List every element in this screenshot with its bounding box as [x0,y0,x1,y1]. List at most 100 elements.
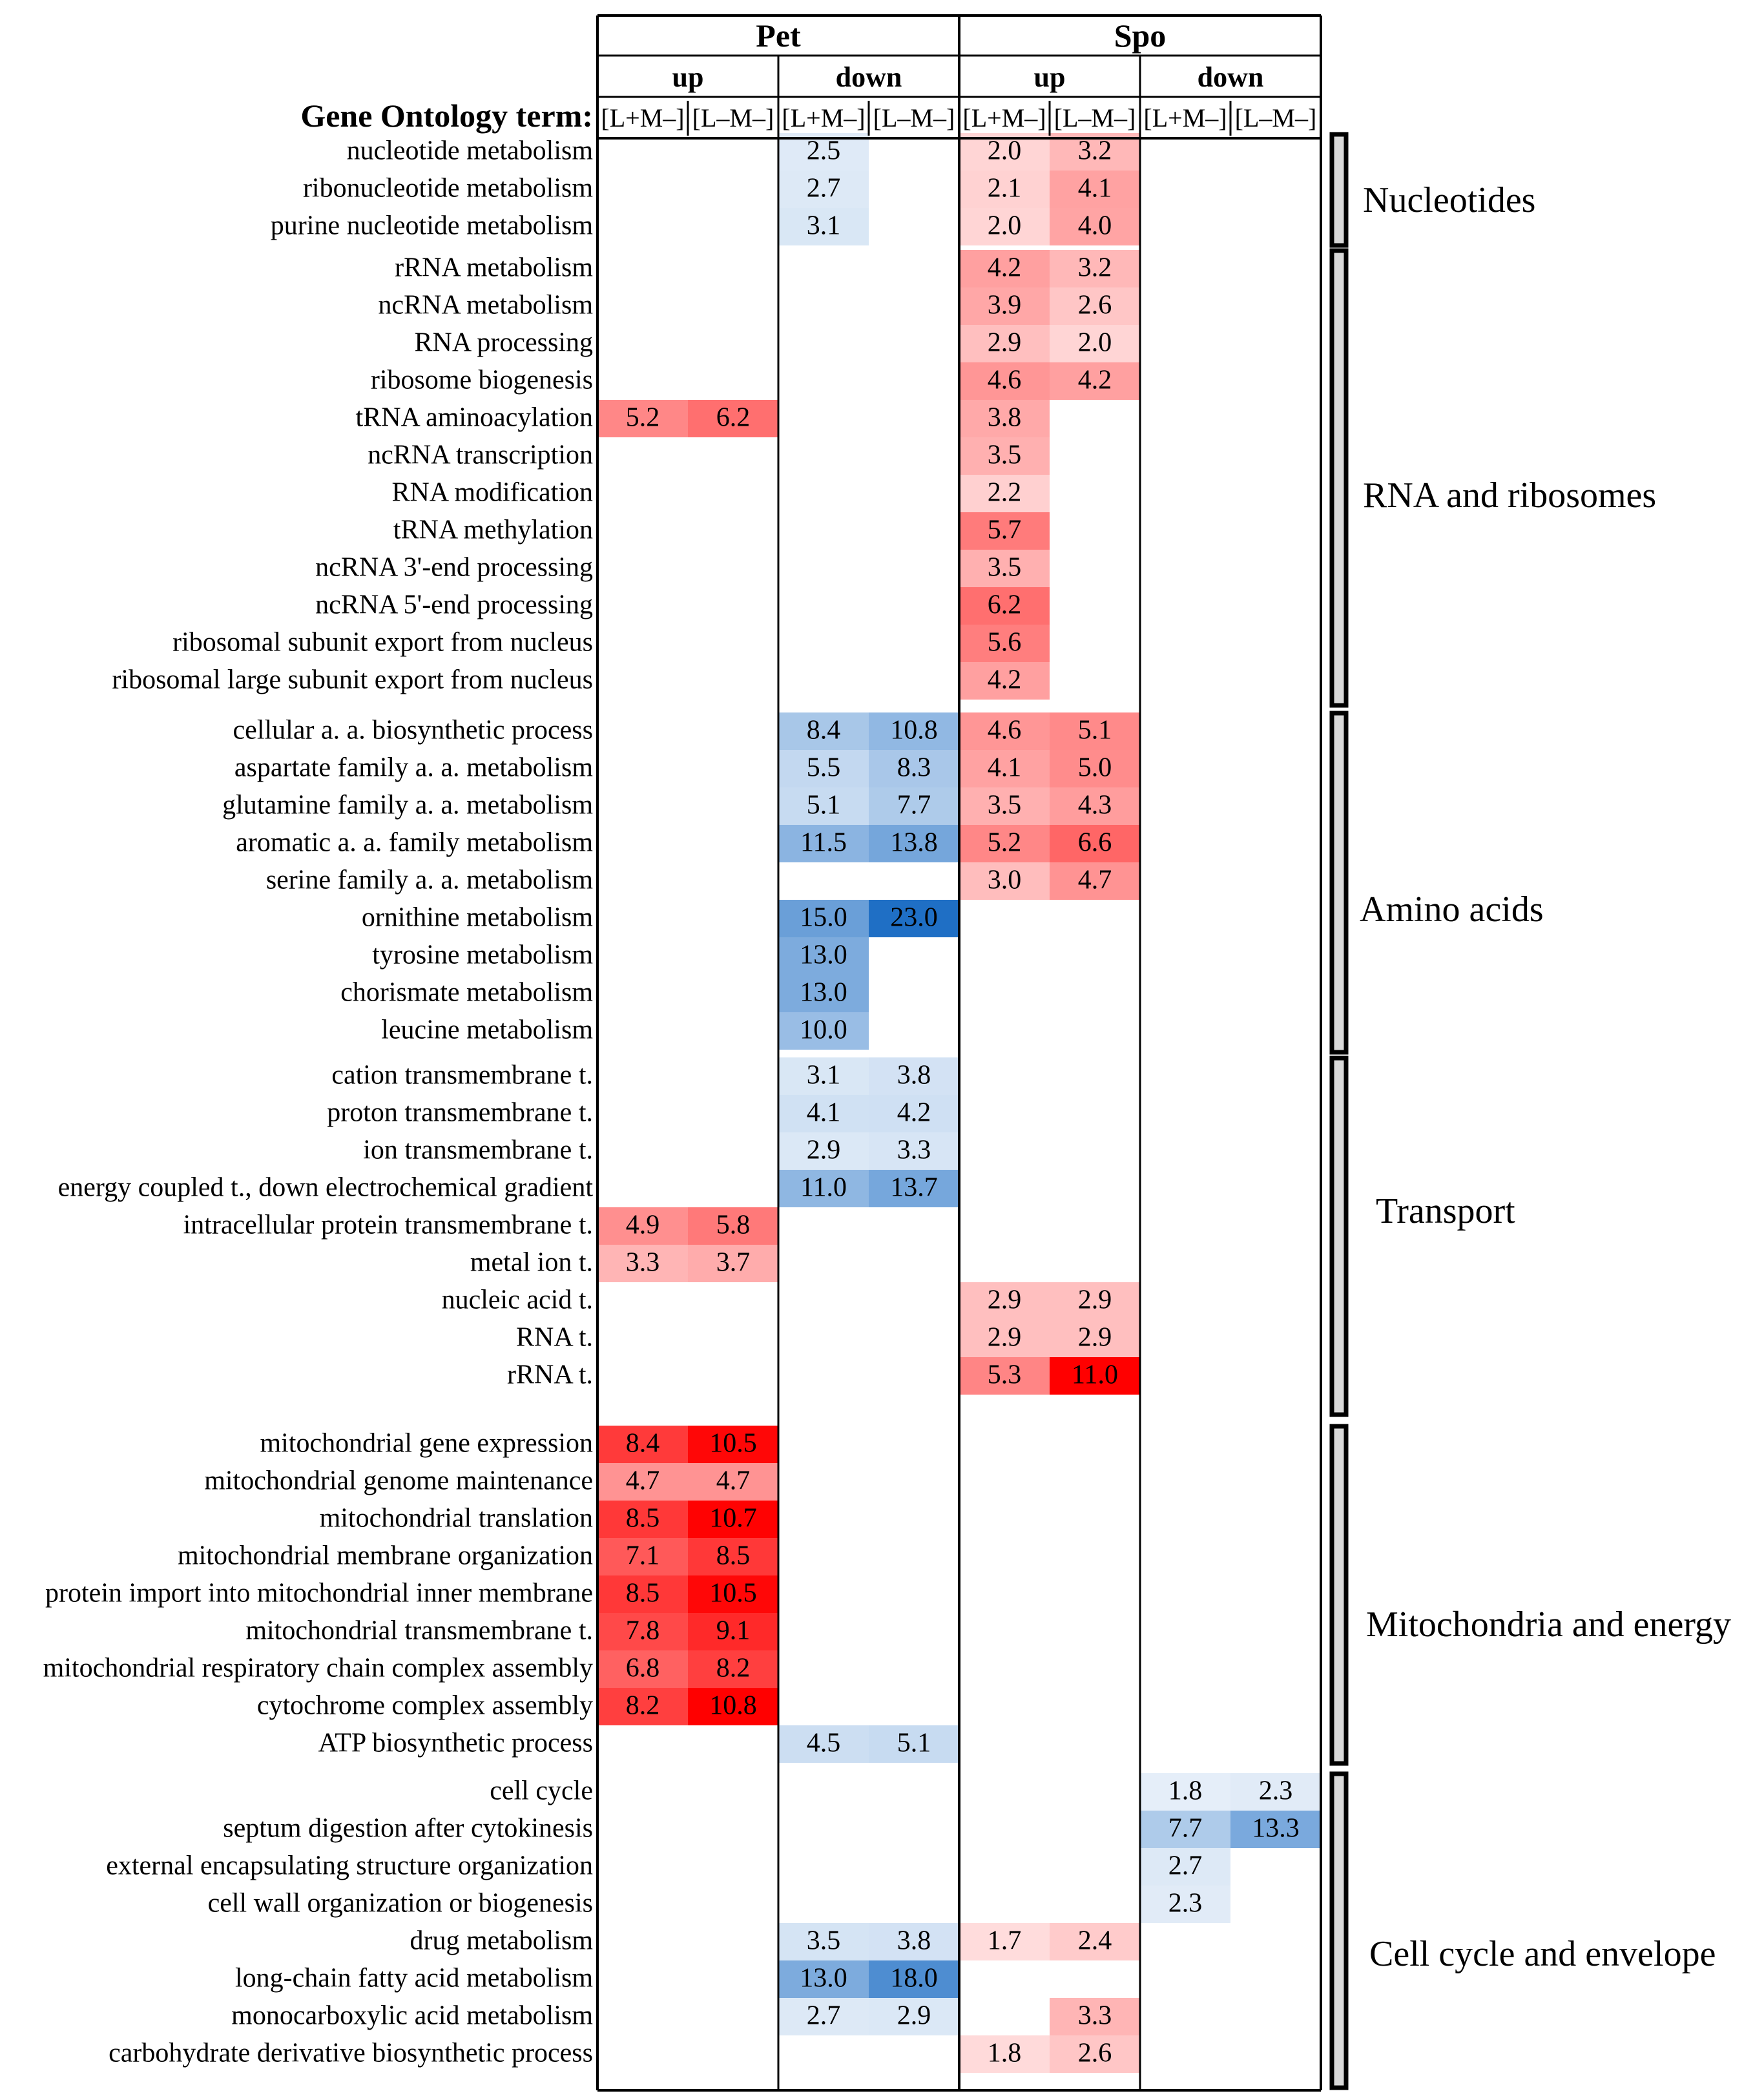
column-label: [L+M–] [1143,103,1227,132]
heatmap-cell [1230,1773,1321,1811]
row-label: cell cycle [490,1776,593,1806]
cell-value-label: 11.5 [800,828,847,858]
heatmap-cell [778,171,869,208]
cell-value-label: 2.3 [1259,1776,1293,1806]
cell-value-label: 2.7 [807,174,841,203]
row-label: ncRNA 3'-end processing [315,553,593,583]
row-label: cell wall organization or biogenesis [208,1889,593,1918]
cell-value-label: 2.2 [988,478,1022,508]
cell-value-label: 1.8 [988,2039,1022,2068]
row-label: monocarboxylic acid metabolism [231,2001,593,2031]
heatmap-cell [1050,1998,1140,2035]
row-label: tyrosine metabolism [372,941,593,970]
cell-value-label: 7.1 [626,1541,660,1571]
row-label: carbohydrate derivative biosynthetic pro… [109,2039,593,2068]
heatmap-cell [1050,750,1140,787]
cell-value-label: 4.2 [988,665,1022,695]
column-label: [L–M–] [1235,103,1317,132]
row-label: mitochondrial membrane organization [178,1541,593,1571]
cell-value-label: 2.7 [1168,1851,1203,1881]
row-label: serine family a. a. metabolism [266,866,594,895]
heatmap-cell [688,1538,778,1575]
heatmap-cell [869,1960,959,1998]
cell-value-label: 8.4 [626,1429,660,1459]
cell-value-label: 4.7 [716,1466,751,1496]
heatmap-cell [1050,712,1140,750]
heatmap-cell [688,1207,778,1245]
cell-value-label: 2.7 [807,2001,841,2031]
heatmap-cell [959,712,1050,750]
row-label: ribosome biogenesis [371,366,593,395]
heatmap-cell [1140,1811,1230,1848]
heatmap-cell [959,1282,1050,1320]
group-bracket [1329,1055,1349,1417]
heatmap-cell [1050,825,1140,862]
cell-value-label: 7.7 [1168,1814,1203,1844]
cell-value-label: 5.6 [988,628,1022,658]
cell-value-label: 5.5 [807,753,841,783]
heatmap-cell [1050,1357,1140,1395]
row-label: external encapsulating structure organiz… [106,1851,593,1881]
heatmap-cell [1050,250,1140,287]
cell-value-label: 3.5 [988,441,1022,470]
row-label: rRNA metabolism [395,253,593,283]
row-label: RNA processing [415,328,594,358]
row-label: tRNA methylation [393,515,593,545]
heatmap-cell [597,1650,688,1688]
cell-value-label: 5.2 [626,403,660,433]
cell-value-label: 13.8 [890,828,938,858]
cell-value-label: 8.3 [897,753,931,783]
heatmap-cell [1050,171,1140,208]
heatmap-cell [1230,1811,1321,1848]
cell-value-label: 4.1 [807,1098,841,1128]
cell-value-label: 1.8 [1168,1776,1203,1806]
heatmap-cell [1050,1923,1140,1960]
cell-value-label: 13.0 [800,941,847,970]
row-labels: nucleotide metabolism ribonucleotide meta… [43,136,594,2068]
cell-value-label: 13.7 [890,1173,938,1203]
heatmap-cell [959,437,1050,475]
cell-value-label: 4.2 [988,253,1022,283]
heatmap-cell [959,787,1050,825]
heatmap-cell [778,937,869,975]
heatmap-cell [959,287,1050,325]
cell-value-label: 10.0 [800,1015,847,1045]
heatmap-cell [597,1538,688,1575]
row-label: purine nucleotide metabolism [271,211,594,241]
row-label: aspartate family a. a. metabolism [234,753,593,783]
cell-value-label: 10.8 [709,1691,757,1721]
heatmap-cell [778,1132,869,1170]
row-label: RNA t. [516,1323,593,1353]
cell-value-label: 4.6 [988,366,1022,395]
cell-value-label: 10.5 [709,1579,757,1608]
cell-value-label: 2.9 [1078,1285,1112,1315]
heatmap-cell [597,1501,688,1538]
group-bracket [1329,1771,1349,2090]
heatmap-cell [959,825,1050,862]
group-bracket [1329,132,1349,248]
cell-value-label: 3.7 [716,1248,751,1278]
cell-value-label: 3.0 [988,866,1022,895]
row-label: mitochondrial respiratory chain complex … [43,1654,593,1683]
heatmap-cell [688,1613,778,1650]
heatmap-cell [959,862,1050,900]
cell-value-label: 3.2 [1078,253,1112,283]
cell-value-label: 10.8 [890,716,938,745]
row-label: nucleic acid t. [442,1285,593,1315]
heatmap-cell [869,1998,959,2035]
heatmap-cell [959,512,1050,550]
heatmap-cell [959,550,1050,587]
heatmap-cell [959,587,1050,625]
row-label: rRNA t. [507,1360,593,1390]
heatmap-cell [959,1357,1050,1395]
cell-value-label: 23.0 [890,903,938,933]
cell-value-label: 4.1 [988,753,1022,783]
heatmap-cell [1050,1282,1140,1320]
column-label: [L+M–] [782,103,865,132]
heatmap-cell [1050,862,1140,900]
cell-value-label: 2.0 [988,136,1022,166]
cell-value-label: 5.1 [807,791,841,820]
cell-value-label: 2.9 [988,1285,1022,1315]
cell-value-label: 2.1 [988,174,1022,203]
heatmap-cell [1050,208,1140,245]
